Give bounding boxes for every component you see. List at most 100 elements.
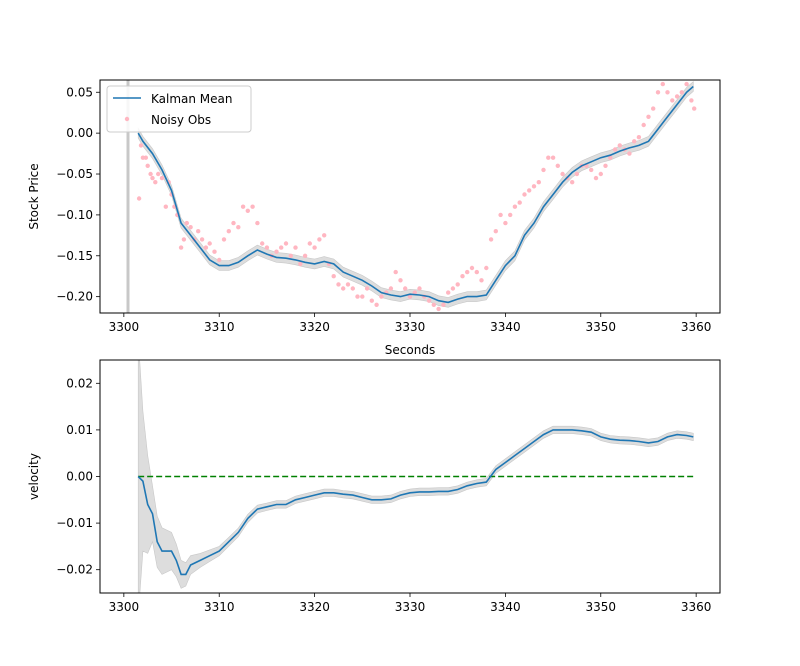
stock-price-confidence-band [137,80,694,308]
stock-price-y-axis-label: Stock Price [27,163,41,229]
noisy-obs-point [674,94,680,99]
noisy-obs-point [153,180,158,185]
noisy-obs-point [240,204,246,209]
velocity-x-tick-label: 3360 [681,600,712,614]
stock-price-x-tick-label: 3300 [109,320,140,334]
noisy-obs-point [148,171,153,177]
noisy-obs-point [360,294,365,299]
noisy-obs-point [608,155,613,160]
velocity-x-tick-label: 3310 [204,600,235,614]
velocity-x-tick-label: 3330 [395,600,426,614]
noisy-obs-point [684,81,689,87]
noisy-obs-point [136,196,142,201]
noisy-obs-series [136,81,697,312]
noisy-obs-point [646,114,651,120]
noisy-obs-point [651,106,656,111]
noisy-obs-point [574,171,580,177]
noisy-obs-point [184,220,189,226]
noisy-obs-point [455,282,460,287]
noisy-obs-point [317,237,322,242]
velocity-mean-series [137,429,694,576]
noisy-obs-point [221,237,227,242]
noisy-obs-point [260,241,265,246]
velocity-y-tick-label: 0.00 [66,470,93,484]
noisy-obs-point [679,90,684,95]
noisy-obs-point [355,294,360,299]
noisy-obs-point [560,171,565,177]
noisy-obs-point [692,106,697,111]
noisy-obs-point [398,278,403,283]
noisy-obs-point [603,163,608,168]
noisy-obs-point [426,298,432,303]
noisy-obs-point [350,286,355,291]
noisy-obs-point [612,147,618,152]
legend-box [106,85,252,133]
noisy-obs-point [474,269,479,275]
stock-price-y-tick-label: −0.05 [56,167,93,181]
noisy-obs-point [469,265,475,271]
noisy-obs-point [369,298,374,303]
noisy-obs-point [503,220,508,226]
stock-price-y-tick-label: 0.00 [66,126,93,140]
noisy-obs-point [636,135,642,140]
noisy-obs-point [431,302,436,307]
noisy-obs-point [250,204,255,209]
noisy-obs-point [156,171,161,177]
noisy-obs-point [298,261,303,267]
noisy-obs-point [288,253,293,258]
stock-price-x-tick-label: 3360 [681,320,712,334]
noisy-obs-point [441,302,446,307]
noisy-obs-point [570,180,575,185]
noisy-obs-point [670,98,675,103]
velocity-y-tick-label: 0.01 [66,423,93,437]
noisy-obs-point [589,167,594,173]
velocity-x-tick-label: 3320 [299,600,330,614]
noisy-obs-point [593,175,599,181]
noisy-obs-point [446,290,451,295]
noisy-obs-point [641,122,646,128]
noisy-obs-point [536,180,541,185]
velocity-x-tick-label: 3300 [109,600,140,614]
noisy-obs-point [627,151,632,156]
stock-price-x-tick-label: 3350 [585,320,616,334]
noisy-obs-point [407,294,413,299]
noisy-obs-point [212,249,217,254]
stock-price-x-tick-label: 3310 [204,320,235,334]
noisy-obs-point [412,290,417,295]
noisy-obs-point [336,282,341,287]
noisy-obs-point [364,286,370,291]
kalman-mean-series [137,85,694,304]
noisy-obs-point [617,143,622,148]
noisy-obs-point [479,278,484,283]
stock-price-x-axis-label: Seconds [385,343,435,357]
stock-price-x-tick-label: 3320 [299,320,330,334]
noisy-obs-point [660,81,665,87]
noisy-obs-point [322,233,327,238]
stock-price-y-tick-label: 0.05 [66,85,93,99]
noisy-obs-point [245,208,250,213]
velocity-confidence-band [137,360,694,593]
noisy-obs-point [527,188,532,193]
noisy-obs-point [498,212,503,218]
noisy-obs-point [512,204,518,209]
noisy-obs-point [279,245,284,250]
stock-price-y-tick-label: −0.10 [56,208,93,222]
noisy-obs-point [283,241,289,246]
noisy-obs-point [217,257,222,263]
noisy-obs-point [522,192,527,197]
noisy-obs-point [393,269,398,275]
noisy-obs-point [150,175,155,181]
noisy-obs-point [555,163,560,168]
noisy-obs-point [484,265,489,271]
noisy-obs-point [203,245,209,250]
noisy-obs-point [417,286,422,291]
noisy-obs-point [341,286,346,291]
noisy-obs-point [465,269,470,275]
velocity-y-tick-label: −0.02 [56,563,93,577]
noisy-obs-point [403,286,408,291]
legend-noisy-obs-swatch [124,116,130,122]
velocity-y-axis-label: velocity [27,453,41,500]
noisy-obs-point [345,282,351,287]
